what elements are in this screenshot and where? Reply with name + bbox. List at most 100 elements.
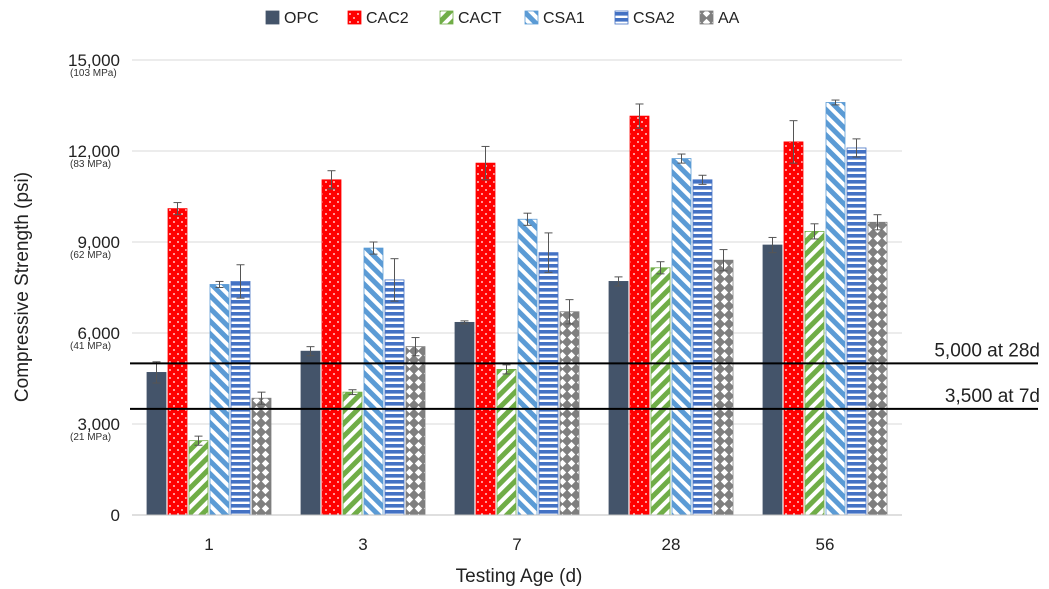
bar-cact-3 xyxy=(342,391,363,516)
bar-opc-3 xyxy=(300,350,321,516)
y-tick-label: 0 xyxy=(111,506,120,525)
x-tick-label: 7 xyxy=(512,535,521,554)
legend-item-aa: AA xyxy=(699,10,740,27)
bar-aa-28 xyxy=(713,259,734,516)
legend-swatch xyxy=(265,10,280,25)
x-tick-label: 56 xyxy=(816,535,835,554)
legend-label: CSA1 xyxy=(543,10,585,27)
y-tick-secondary-label: (83 MPa) xyxy=(70,159,111,170)
y-tick-secondary-label: (41 MPa) xyxy=(70,341,111,352)
x-tick-label: 3 xyxy=(358,535,367,554)
y-tick-secondary-label: (103 MPa) xyxy=(70,68,117,79)
y-axis-ticks: 0 3,000(21 MPa) 6,000(41 MPa) 9,000(62 MPa)… xyxy=(68,51,120,525)
legend-swatch xyxy=(347,10,362,25)
error-bar-csa2-7 xyxy=(544,232,553,273)
error-bar-csa1-56 xyxy=(831,99,840,106)
y-tick-label: 12,000 xyxy=(68,142,120,161)
legend-item-csa1: CSA1 xyxy=(524,10,585,27)
error-bar-aa-1 xyxy=(257,391,266,405)
error-bar-csa1-7 xyxy=(523,212,532,226)
legend-swatch xyxy=(614,10,629,25)
bar-csa1-28 xyxy=(671,158,692,516)
error-bar-csa1-3 xyxy=(369,241,378,255)
x-tick-label: 28 xyxy=(662,535,681,554)
legend-label: OPC xyxy=(284,10,319,27)
legend-item-opc: OPC xyxy=(265,10,319,27)
bar-csa1-3 xyxy=(363,247,384,516)
bar-cac2-7 xyxy=(475,162,496,516)
legend-item-cact: CACT xyxy=(439,10,502,27)
bar-cac2-28 xyxy=(629,115,650,516)
y-tick-label: 15,000 xyxy=(68,51,120,70)
legend-swatch xyxy=(524,10,539,25)
legend-item-csa2: CSA2 xyxy=(614,10,675,27)
error-bar-csa1-1 xyxy=(215,280,224,288)
reference-lines: 5,000 at 28d 3,500 at 7d xyxy=(130,340,1040,410)
legend-label: CACT xyxy=(458,10,502,27)
bar-opc-56 xyxy=(762,244,783,516)
y-tick-secondary-label: (62 MPa) xyxy=(70,250,111,261)
bar-cac2-3 xyxy=(321,179,342,516)
error-bar-opc-28 xyxy=(614,276,623,287)
bar-csa2-3 xyxy=(384,279,405,516)
error-bar-csa2-1 xyxy=(236,264,245,299)
error-bar-csa2-56 xyxy=(852,138,861,158)
legend-swatch xyxy=(699,10,714,25)
y-tick-secondary-label: (21 MPa) xyxy=(70,432,111,443)
error-bar-cact-3 xyxy=(348,389,357,396)
bar-aa-7 xyxy=(559,311,580,516)
bar-opc-1 xyxy=(146,372,167,516)
legend-label: CSA2 xyxy=(633,10,675,27)
error-bar-cac2-28 xyxy=(635,103,644,129)
bars xyxy=(146,102,888,516)
error-bar-opc-3 xyxy=(306,346,315,357)
bar-csa2-56 xyxy=(846,147,867,516)
bar-csa2-28 xyxy=(692,179,713,516)
bar-csa1-1 xyxy=(209,284,230,516)
bar-cact-28 xyxy=(650,267,671,516)
legend-item-cac2: CAC2 xyxy=(347,10,409,27)
reference-line-label: 5,000 at 28d xyxy=(934,340,1040,361)
bar-csa2-1 xyxy=(230,281,251,516)
bar-aa-1 xyxy=(251,397,272,516)
bar-aa-56 xyxy=(867,221,888,516)
error-bar-cact-7 xyxy=(502,364,511,375)
bar-opc-28 xyxy=(608,281,629,516)
error-bar-cac2-1 xyxy=(173,202,182,216)
error-bar-aa-56 xyxy=(873,214,882,231)
legend-label: AA xyxy=(718,10,740,27)
error-bar-opc-1 xyxy=(152,361,161,384)
error-bar-aa-28 xyxy=(719,249,728,272)
error-bar-csa1-28 xyxy=(677,153,686,164)
bar-cact-7 xyxy=(496,368,517,516)
legend: OPC CAC2 CACT CSA1 CSA2 AA xyxy=(265,10,740,27)
reference-line-label: 3,500 at 7d xyxy=(945,386,1040,407)
bar-csa1-56 xyxy=(825,102,846,516)
x-axis-ticks: 1 3 7 28 56 xyxy=(204,535,834,554)
bar-cac2-1 xyxy=(167,208,188,516)
x-axis-title: Testing Age (d) xyxy=(456,566,583,587)
bar-csa1-7 xyxy=(517,218,538,516)
x-tick-label: 1 xyxy=(204,535,213,554)
bar-opc-7 xyxy=(454,321,475,516)
error-bar-cact-1 xyxy=(194,435,203,446)
bar-cac2-56 xyxy=(783,141,804,516)
y-axis-title: Compressive Strength (psi) xyxy=(12,172,33,402)
error-bar-opc-56 xyxy=(768,236,777,254)
y-tick-label: 6,000 xyxy=(77,324,120,343)
error-bars xyxy=(152,99,882,446)
error-bar-opc-7 xyxy=(460,320,469,325)
error-bar-csa2-28 xyxy=(698,174,707,185)
error-bar-cac2-3 xyxy=(327,170,336,190)
error-bar-cac2-56 xyxy=(789,120,798,164)
bar-aa-3 xyxy=(405,346,426,516)
y-tick-label: 3,000 xyxy=(77,415,120,434)
error-bar-csa2-3 xyxy=(390,258,399,302)
error-bar-cact-28 xyxy=(656,261,665,275)
y-tick-label: 9,000 xyxy=(77,233,120,252)
bar-cact-1 xyxy=(188,440,209,516)
bar-cact-56 xyxy=(804,230,825,516)
error-bar-cact-56 xyxy=(810,223,819,240)
error-bar-cac2-7 xyxy=(481,145,490,181)
